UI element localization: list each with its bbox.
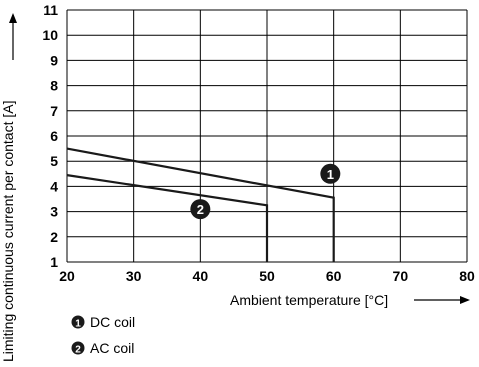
y-tick-label-9: 9	[50, 52, 58, 68]
legend-item-dc-coil: 1 DC coil	[71, 314, 135, 330]
x-tick-label-60: 60	[326, 268, 342, 284]
y-tick-label-4: 4	[50, 178, 58, 194]
y-tick-label-3: 3	[50, 204, 58, 220]
curve-marker-1	[320, 163, 341, 184]
y-tick-label-5: 5	[50, 153, 58, 169]
curve-marker-1-text: 1	[327, 167, 334, 182]
x-axis-label: Ambient temperature [°C]	[230, 292, 388, 308]
x-tick-label-70: 70	[393, 268, 409, 284]
y-tick-label-1: 1	[50, 254, 58, 270]
series-lines	[66, 147, 335, 262]
legend-label-dc-coil: DC coil	[90, 314, 135, 330]
x-tick-label-30: 30	[126, 268, 142, 284]
legend-marker-2-text: 2	[75, 345, 81, 356]
y-axis-label: Limiting continuous current per contact …	[0, 101, 16, 362]
legend-label-ac-coil: AC coil	[90, 340, 134, 356]
legend-marker-2	[71, 341, 85, 355]
x-tick-label-20: 20	[59, 268, 75, 284]
y-tick-label-10: 10	[42, 27, 58, 43]
legend: 1 DC coil 2 AC coil	[71, 314, 135, 356]
y-tick-label-7: 7	[50, 103, 58, 119]
y-tick-label-11: 11	[43, 2, 58, 18]
y-tick-label-8: 8	[50, 78, 58, 94]
curve-marker-2	[190, 199, 211, 220]
legend-marker-1	[71, 315, 85, 329]
legend-item-ac-coil: 2 AC coil	[71, 340, 134, 356]
x-tick-label-50: 50	[259, 268, 275, 284]
series-markers: 12	[190, 163, 341, 220]
series-line-dc-coil	[66, 147, 335, 262]
series-line-ac-coil	[66, 174, 269, 262]
curve-marker-2-text: 2	[197, 202, 204, 217]
y-tick-label-2: 2	[50, 229, 58, 245]
x-tick-label-40: 40	[193, 268, 209, 284]
x-tick-label-80: 80	[459, 268, 475, 284]
y-tick-label-6: 6	[50, 128, 58, 144]
legend-marker-1-text: 1	[75, 319, 81, 330]
